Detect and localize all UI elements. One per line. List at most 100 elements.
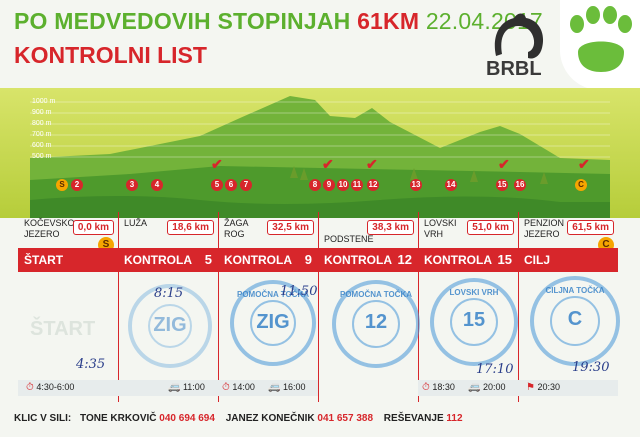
- car-time: 🚐 11:00: [168, 382, 205, 393]
- checkpoint-column: ŽAGA ROG 32,5 km KONTROLA 9 POMOČNA TOČK…: [218, 212, 319, 402]
- checkpoint-check-icon: ✔: [322, 156, 334, 172]
- checkpoint-bar: KONTROLA 5: [118, 248, 218, 272]
- emergency-label: KLIC V SILI:: [14, 413, 72, 424]
- emergency-contacts: KLIC V SILI: TONE KRKOVIČ 040 694 694 JA…: [14, 413, 463, 424]
- car-time: 🚐 16:00: [268, 382, 306, 393]
- handwritten-time: 8:15: [154, 286, 184, 301]
- altitude-label: 800 m: [32, 120, 52, 127]
- stopwatch-icon: ⏱: [26, 382, 34, 393]
- checkpoint-columns: KOČEVSKO JEZERO 0,0 km S ŠTART ŠTART 4:3…: [18, 212, 620, 402]
- finish-flag-icon: ⚑: [526, 382, 535, 393]
- checkpoint-location: LUŽA: [124, 218, 148, 228]
- time-bar: ⚑ 20:30: [518, 380, 618, 396]
- checkpoint-check-icon: ✔: [211, 156, 223, 172]
- checkpoint-label: KONTROLA: [424, 253, 492, 267]
- time-bar: ⏱ 18:30 🚐 20:00: [418, 380, 518, 396]
- checkpoint-location: ŽAGA ROG: [224, 218, 249, 239]
- stamp-number: ZIG: [153, 313, 187, 336]
- stamp-number: 15: [462, 309, 486, 332]
- checkpoint-km: 61,5 km: [567, 220, 614, 235]
- tree-icon: [540, 172, 548, 184]
- checkpoint-stamp: LOVSKI VRH 15: [430, 278, 518, 366]
- time-bar: 🚐 11:00: [118, 380, 218, 396]
- route-marker: 15: [496, 179, 508, 191]
- faint-start-text: ŠTART: [30, 318, 96, 340]
- stamp-text: POMOČNA TOČKA: [237, 290, 309, 299]
- stamp-number: ZIG: [256, 310, 290, 333]
- route-marker: 6: [225, 179, 237, 191]
- altitude-label: 1000 m: [32, 98, 56, 105]
- contact-phone[interactable]: 040 694 694: [159, 413, 215, 424]
- checkpoint-column: PODSTENE 38,3 km KONTROLA 12 POMOČNA TOČ…: [318, 212, 420, 402]
- car-icon: 🚐: [468, 382, 481, 393]
- route-marker: 12: [367, 179, 379, 191]
- checkpoint-column: LOVSKI VRH 51,0 km KONTROLA 15 LOVSKI VR…: [418, 212, 519, 402]
- contact-phone[interactable]: 112: [446, 413, 463, 424]
- checkpoint-stamp: POMOČNA TOČKA ZIG: [230, 280, 316, 366]
- handwritten-time: 19:30: [572, 360, 610, 375]
- stamp-number: 12: [364, 311, 388, 334]
- checkpoint-km: 0,0 km: [72, 220, 114, 235]
- route-marker: 8: [309, 179, 321, 191]
- route-marker: 9: [323, 179, 335, 191]
- stopwatch-icon: ⏱: [222, 382, 230, 393]
- route-marker: 14: [445, 179, 457, 191]
- route-marker: 7: [240, 179, 252, 191]
- route-marker: S: [56, 179, 68, 191]
- checkpoint-label: KONTROLA: [324, 253, 392, 267]
- checkpoint-check-icon: ✔: [366, 156, 378, 172]
- route-marker: 5: [211, 179, 223, 191]
- checkpoint-location: KOČEVSKO JEZERO: [24, 218, 75, 239]
- altitude-label: 600 m: [32, 142, 52, 149]
- checkpoint-number: 9: [304, 252, 312, 267]
- handwritten-time: 4:35: [76, 357, 106, 372]
- stopwatch-icon: ⏱: [422, 382, 430, 393]
- finish-time: ⚑ 20:30: [526, 382, 561, 393]
- route-marker: C: [575, 179, 587, 191]
- contact-name: TONE KRKOVIČ: [80, 413, 157, 424]
- stamp-number: C: [567, 307, 583, 330]
- checkpoint-label: ŠTART: [24, 253, 64, 267]
- stamp-text: CILJNA TOČKA: [545, 286, 605, 295]
- route-marker: 11: [351, 179, 363, 191]
- stamp-text: POMOČNA TOČKA: [340, 290, 412, 299]
- checkpoint-time: ⏱ 14:00: [222, 382, 255, 393]
- checkpoint-bar: KONTROLA 9: [218, 248, 318, 272]
- altitude-label: 900 m: [32, 109, 52, 116]
- checkpoint-time: ⏱ 18:30: [422, 382, 455, 393]
- route-marker: 2: [71, 179, 83, 191]
- tree-icon: [470, 170, 478, 182]
- checkpoint-bar: ŠTART: [18, 248, 118, 272]
- tree-icon: [410, 168, 418, 180]
- elevation-graphic: [0, 88, 640, 218]
- route-marker: 13: [410, 179, 422, 191]
- car-time: 🚐 20:00: [468, 382, 506, 393]
- handwritten-time: 17:10: [476, 362, 514, 377]
- handwritten-time: 11:50: [280, 284, 318, 299]
- checkpoint-label: CILJ: [524, 253, 551, 267]
- bear-paw-icon: [560, 0, 640, 90]
- tree-icon: [300, 168, 308, 180]
- altitude-label: 700 m: [32, 131, 52, 138]
- route-marker: 10: [337, 179, 349, 191]
- checkpoint-location: PODSTENE: [324, 234, 374, 244]
- stamp-text: LOVSKI VRH: [449, 288, 499, 297]
- altitude-label: 500 m: [32, 153, 52, 160]
- checkpoint-bar: CILJ: [518, 248, 618, 272]
- checkpoint-location: PENZION JEZERO: [524, 218, 565, 239]
- event-distance: 61KM: [357, 8, 420, 34]
- contact-name: REŠEVANJE: [383, 413, 444, 424]
- checkpoint-column: LUŽA 18,6 km KONTROLA 5 ZIG 8:15 🚐 11:00: [118, 212, 219, 402]
- route-marker: 3: [126, 179, 138, 191]
- checkpoint-km: 18,6 km: [167, 220, 214, 235]
- contact-phone[interactable]: 041 657 388: [317, 413, 374, 424]
- page-subtitle: KONTROLNI LIST: [14, 42, 207, 68]
- checkpoint-bar: KONTROLA 12: [318, 248, 418, 272]
- checkpoint-check-icon: ✔: [498, 156, 510, 172]
- checkpoint-check-icon: ✔: [578, 156, 590, 172]
- car-icon: 🚐: [268, 382, 281, 393]
- checkpoint-km: 38,3 km: [367, 220, 414, 235]
- time-bar: ⏱ 14:00 🚐 16:00: [218, 380, 318, 396]
- start-time: ⏱ 4:30-6:00: [26, 382, 75, 393]
- bear-logo-icon: [494, 13, 544, 59]
